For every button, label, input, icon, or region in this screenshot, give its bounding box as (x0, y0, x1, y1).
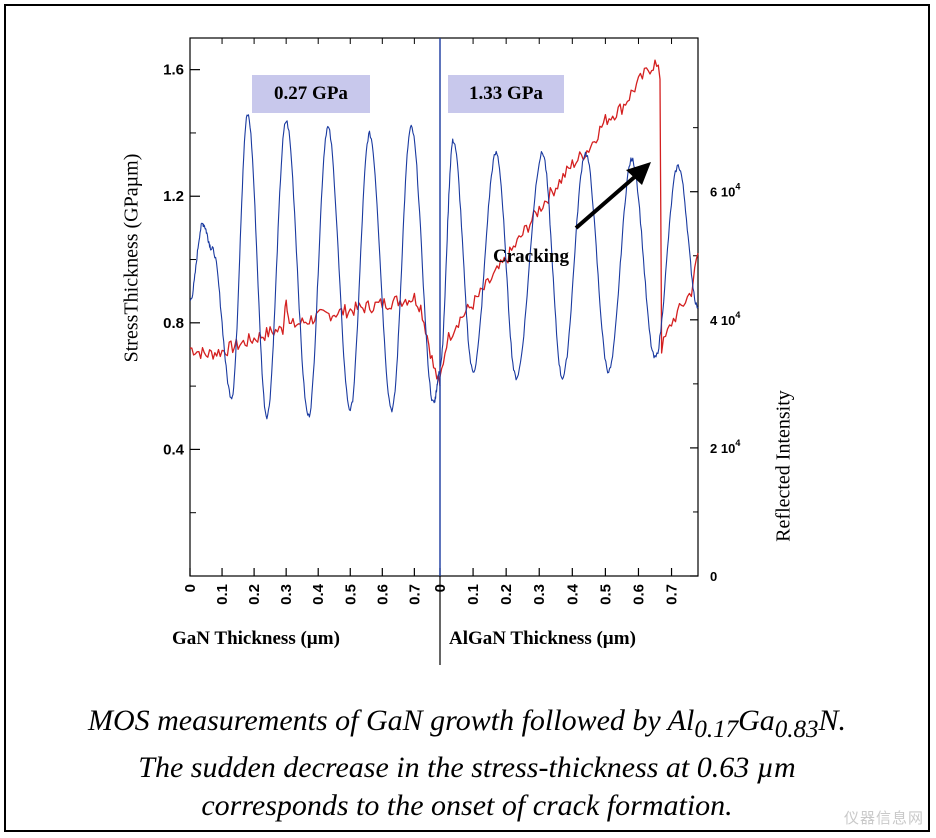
x-tick-label: 0.4 (564, 583, 581, 605)
right-tick-exponent: 4 (735, 438, 740, 448)
right-tick-label: 4 104 (710, 310, 740, 328)
left-axis-label: StressThickness (GPaµm) (120, 153, 143, 363)
figure-caption: MOS measurements of GaN growth followed … (8, 702, 926, 825)
caption-sub-ga: 0.83 (774, 716, 819, 743)
x-tick-label: 0 (432, 584, 449, 592)
x-tick-label: 0.4 (310, 583, 327, 605)
cracking-annotation: Cracking (493, 246, 569, 267)
x-tick-label: 0.5 (342, 584, 359, 605)
x-tick-label: 0.2 (498, 584, 515, 605)
caption-text-1b: Ga (738, 704, 775, 737)
x-tick-label: 0 (182, 584, 199, 592)
left-tick-label: 1.6 (163, 62, 184, 79)
right-tick-label: 0 (710, 569, 717, 584)
gan-stress-annotation: 0.27 GPa (252, 75, 370, 113)
x-tick-label: 0.6 (374, 584, 391, 605)
algan-stress-annotation: 1.33 GPa (448, 75, 564, 113)
gan-thickness-label: GaN Thickness (µm) (172, 628, 340, 649)
left-tick-label: 1.2 (163, 188, 184, 205)
x-tick-label: 0.7 (664, 584, 681, 605)
caption-text-1c: N. (818, 704, 847, 737)
caption-line-2: The sudden decrease in the stress-thickn… (138, 751, 796, 784)
caption-line-1: MOS measurements of GaN growth followed … (8, 702, 926, 749)
x-tick-label: 0.3 (531, 584, 548, 605)
figure-frame (4, 4, 930, 832)
right-tick-label: 2 104 (710, 438, 740, 456)
left-tick-label: 0.4 (163, 441, 185, 458)
x-tick-label: 0.1 (465, 584, 482, 605)
right-tick-exponent: 4 (735, 310, 740, 320)
watermark-text: 仪器信息网 (843, 809, 924, 827)
x-tick-label: 0.1 (214, 584, 231, 605)
x-tick-label: 0.5 (597, 584, 614, 605)
right-tick-labels: 0 2 104 4 104 6 104 (710, 182, 740, 584)
x-tick-label: 0.3 (278, 584, 295, 605)
reflected-intensity-series-algan (439, 138, 699, 381)
right-tick-label: 6 104 (710, 182, 740, 200)
right-tick-exponent: 4 (735, 182, 740, 192)
left-tick-label: 0.8 (163, 315, 184, 332)
series-layer (189, 59, 699, 420)
caption-text-1a: MOS measurements of GaN growth followed … (87, 704, 695, 737)
x-tick-labels: 0 0.1 0.2 0.3 0.4 0.5 0.6 0.7 0 0.1 0.2 0.3 0.4 0.5 0.… (182, 583, 681, 605)
left-tick-labels: 0.4 0.8 1.2 1.6 (163, 62, 185, 459)
algan-thickness-label: AlGaN Thickness (µm) (449, 628, 636, 649)
x-tick-label: 0.7 (406, 584, 423, 605)
reflected-intensity-series-gan (189, 114, 441, 420)
cracking-arrow (574, 162, 651, 230)
chart-plot: 0.4 0.8 1.2 1.6 0 2 104 4 104 6 104 0 0.1 0.2 0.3… (163, 37, 740, 665)
x-tick-label: 0.2 (246, 584, 263, 605)
caption-line-3: corresponds to the onset of crack format… (201, 789, 733, 822)
stress-thickness-series-algan (439, 59, 699, 377)
right-axis-label: Reflected Intensity (772, 390, 795, 542)
x-tick-label: 0.6 (630, 584, 647, 605)
caption-sub-al: 0.17 (694, 716, 739, 743)
